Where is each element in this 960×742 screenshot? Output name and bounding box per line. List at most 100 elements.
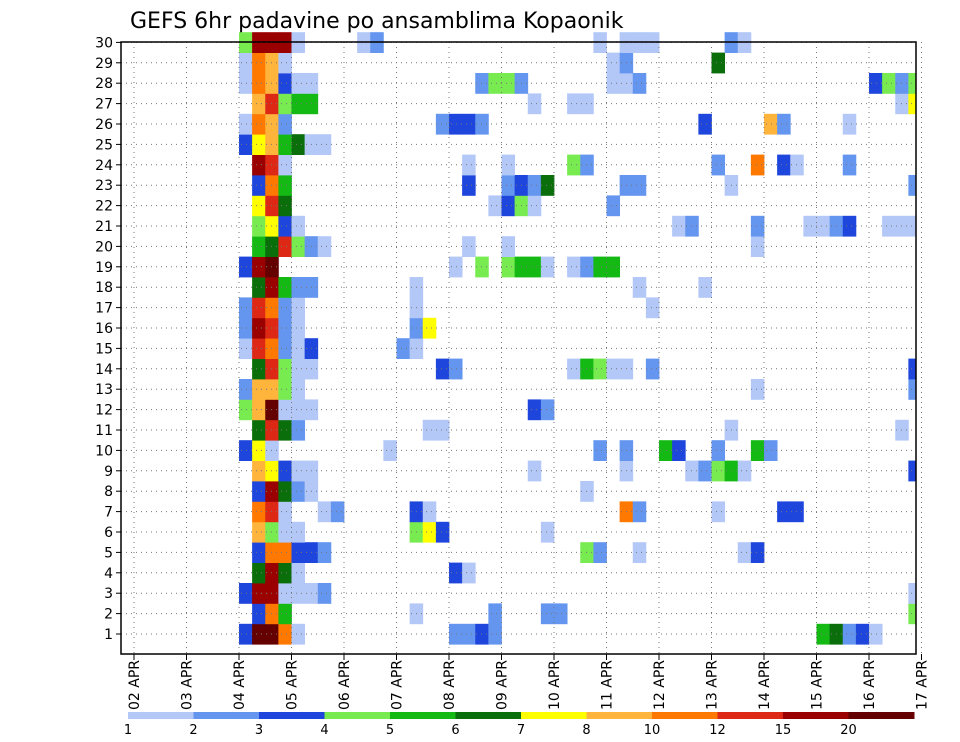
heatmap-cell xyxy=(882,73,896,94)
heatmap-cell xyxy=(265,542,279,563)
heatmap-cell xyxy=(252,236,266,257)
x-tick-label: 15 APR xyxy=(810,660,826,710)
heatmap-cell xyxy=(278,154,292,176)
heatmap-cell xyxy=(750,154,765,176)
colorbar-swatch xyxy=(652,712,718,719)
heatmap-cell xyxy=(291,358,306,380)
heatmap-cell xyxy=(265,175,279,196)
y-tick-label: 28 xyxy=(95,76,113,92)
heatmap-cell xyxy=(317,134,332,155)
colorbar-label: 8 xyxy=(582,723,590,738)
x-tick-label: 12 APR xyxy=(652,660,668,710)
heatmap-cell xyxy=(580,542,594,563)
y-tick-label: 25 xyxy=(95,137,113,153)
heatmap-cell xyxy=(527,195,542,217)
heatmap-cell xyxy=(593,358,607,380)
heatmap-cell xyxy=(435,419,450,441)
heatmap-cell xyxy=(449,256,463,278)
colorbar-swatch xyxy=(193,712,260,719)
x-tick-label: 07 APR xyxy=(390,660,406,710)
heatmap-cell xyxy=(278,419,292,441)
x-tick-label: 02 APR xyxy=(127,660,143,710)
x-tick-label: 06 APR xyxy=(337,660,353,710)
heatmap-cell xyxy=(330,501,345,523)
heatmap-cell xyxy=(501,256,516,278)
heatmap-cell xyxy=(252,277,266,298)
heatmap-cell xyxy=(239,440,253,461)
heatmap-cell xyxy=(645,297,660,319)
heatmap-cell xyxy=(527,399,542,421)
heatmap-cell xyxy=(540,256,555,278)
heatmap-cell xyxy=(265,297,279,319)
heatmap-cell xyxy=(580,481,594,502)
x-tick-label: 17 APR xyxy=(915,660,931,710)
heatmap-cell xyxy=(606,195,621,217)
heatmap-cell xyxy=(278,460,292,482)
heatmap-cell xyxy=(567,256,581,278)
x-tick-label: 08 APR xyxy=(442,660,458,710)
heatmap-cell xyxy=(672,440,686,461)
heatmap-cell xyxy=(278,195,292,217)
heatmap-cell xyxy=(265,419,279,441)
heatmap-cell xyxy=(265,521,279,543)
y-tick-label: 15 xyxy=(95,341,113,357)
colorbar-swatch xyxy=(390,712,456,719)
heatmap-cell xyxy=(291,236,306,257)
heatmap-cell xyxy=(239,338,253,359)
heatmap-cell xyxy=(239,623,253,645)
heatmap-cell xyxy=(252,73,266,94)
heatmap-cell xyxy=(239,256,253,278)
y-tick-label: 6 xyxy=(104,525,113,541)
heatmap-cell xyxy=(239,73,253,94)
heatmap-cell xyxy=(567,154,581,176)
heatmap-cell xyxy=(449,358,463,380)
heatmap-cell xyxy=(711,460,726,482)
heatmap-cell xyxy=(540,521,555,543)
y-tick-label: 7 xyxy=(104,505,113,521)
y-tick-label: 18 xyxy=(95,280,113,296)
heatmap-cell xyxy=(291,215,306,237)
y-tick-label: 5 xyxy=(104,545,113,561)
heatmap-cell xyxy=(252,440,266,461)
y-tick-label: 27 xyxy=(95,97,113,113)
heatmap-cell xyxy=(252,134,266,155)
chart-title: GEFS 6hr padavine po ansamblima Kopaonik xyxy=(130,9,624,34)
heatmap-cell xyxy=(580,154,594,176)
heatmap-cell xyxy=(278,379,292,400)
heatmap-cell xyxy=(842,623,857,645)
x-tick-label: 13 APR xyxy=(705,660,721,710)
heatmap-cell xyxy=(265,440,279,461)
heatmap-cell xyxy=(462,562,476,584)
heatmap-cell xyxy=(252,542,266,563)
heatmap-cell xyxy=(816,623,831,645)
heatmap-cell xyxy=(265,52,279,74)
heatmap-cell xyxy=(527,460,542,482)
heatmap-cell xyxy=(265,358,279,380)
heatmap-cell xyxy=(855,623,870,645)
heatmap-cell xyxy=(291,481,306,502)
heatmap-cell xyxy=(252,603,266,625)
heatmap-cell xyxy=(895,93,909,115)
heatmap-cell xyxy=(252,317,266,339)
colorbar-swatch xyxy=(259,712,325,719)
heatmap-cell xyxy=(606,73,621,94)
heatmap-cell xyxy=(632,277,647,298)
heatmap-cell xyxy=(239,399,253,421)
heatmap-cell xyxy=(449,113,463,135)
heatmap-cell xyxy=(750,215,765,237)
heatmap-cell xyxy=(711,154,726,176)
colorbar-label: 10 xyxy=(644,723,661,738)
y-tick-label: 11 xyxy=(95,423,113,439)
heatmap-cell xyxy=(593,440,607,461)
heatmap-cell xyxy=(252,521,266,543)
heatmap-cell xyxy=(265,134,279,155)
heatmap-cell xyxy=(265,277,279,298)
heatmap-cell xyxy=(291,562,306,584)
grid-lines xyxy=(121,41,922,654)
heatmap-cell xyxy=(475,73,489,94)
heatmap-cell xyxy=(278,521,292,543)
heatmap-cell xyxy=(278,297,292,319)
heatmap-cell xyxy=(265,195,279,217)
heatmap-cell xyxy=(252,113,266,135)
heatmap-cell xyxy=(764,440,778,461)
